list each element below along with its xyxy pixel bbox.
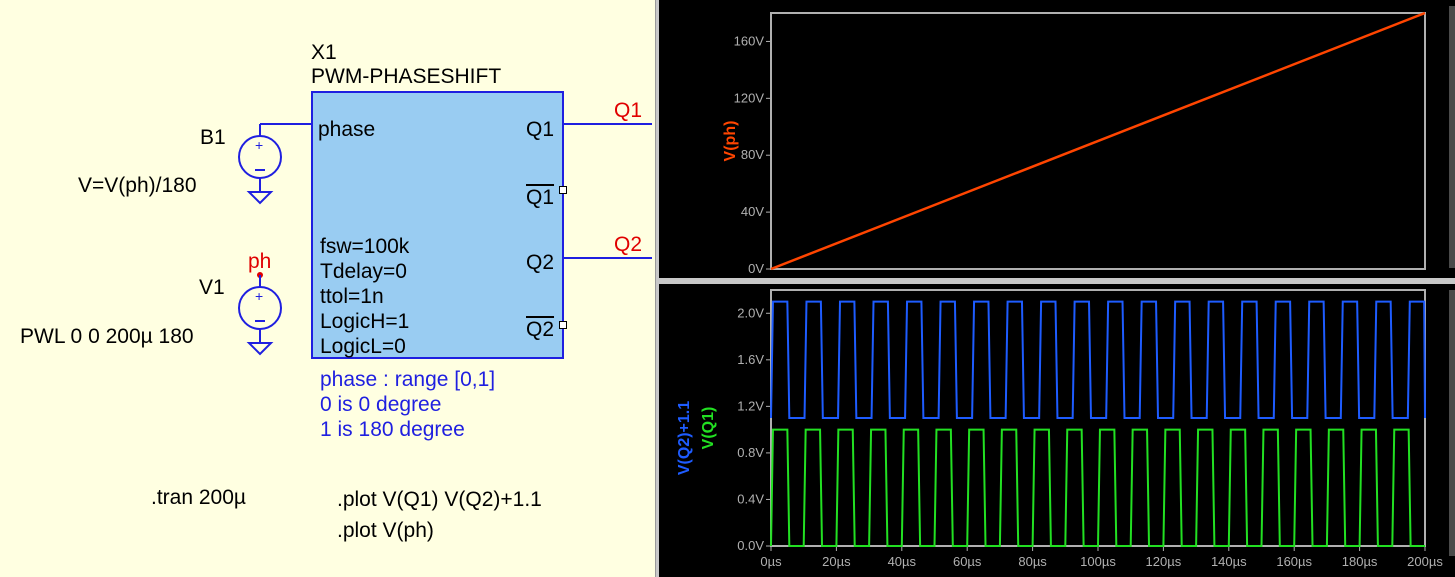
y-tick-label: 120V xyxy=(734,90,765,105)
param-logicl: LogicL=0 xyxy=(320,335,406,358)
block-ref-label: X1 xyxy=(311,41,337,64)
pin-q1-label: Q1 xyxy=(526,118,555,141)
param-logich: LogicH=1 xyxy=(320,310,410,333)
q2bar-pin-icon[interactable] xyxy=(559,321,567,329)
pin-q2-label: Q2 xyxy=(526,251,555,274)
plot-frame-1 xyxy=(770,12,1426,270)
pin-q1bar-label: Q1 xyxy=(526,186,555,209)
x-tick-label: 120µs xyxy=(1146,554,1182,569)
net-label-ph[interactable]: ph xyxy=(248,250,272,273)
x-tick-label: 160µs xyxy=(1276,554,1312,569)
x-tick-label: 80µs xyxy=(1018,554,1047,569)
note-zero-degree[interactable]: 0 is 0 degree xyxy=(320,393,442,416)
y-tick-label: 1.6V xyxy=(737,352,764,367)
pin-phase-label: phase xyxy=(318,118,376,141)
param-fsw: fsw=100k xyxy=(320,235,410,258)
y-tick-label: 0.0V xyxy=(737,538,764,553)
note-180-degree[interactable]: 1 is 180 degree xyxy=(320,418,465,441)
x-tick-label: 0µs xyxy=(760,554,782,569)
v1-name[interactable]: V1 xyxy=(199,276,225,299)
x-tick-label: 40µs xyxy=(888,554,917,569)
series-vq2-legend: V(Q2)+1.1 xyxy=(676,401,693,475)
waveform-viewer[interactable]: 0V 40V 80V 120V 160V V(ph) 0.0V 0.4V 0.8V 1.2V 1.… xyxy=(659,0,1455,577)
x-tick-label: 180µs xyxy=(1342,554,1378,569)
block-name-label: PWM-PHASESHIFT xyxy=(311,65,502,88)
q1bar-pin-icon[interactable] xyxy=(559,186,567,194)
net-label-q1[interactable]: Q1 xyxy=(614,99,643,122)
b1-ground-icon xyxy=(246,191,274,205)
y-tick-label: 0.4V xyxy=(737,491,764,506)
y-tick-label: 2.0V xyxy=(737,305,764,320)
v1-value[interactable]: PWL 0 0 200µ 180 xyxy=(20,325,194,348)
y-tick-label: 0.8V xyxy=(737,445,764,460)
series-vq2-line xyxy=(770,300,1426,419)
b1-value[interactable]: V=V(ph)/180 xyxy=(78,174,197,197)
pin-q2bar-label: Q2 xyxy=(526,318,555,341)
svg-text:+: + xyxy=(255,288,263,304)
series-vq1-legend: V(Q1) xyxy=(700,407,717,450)
x-tick-label: 20µs xyxy=(822,554,851,569)
series-vq1-line xyxy=(770,428,1425,547)
y-tick-label: 0V xyxy=(748,261,764,276)
v1-ground-icon xyxy=(246,342,274,356)
x-tick-label: 100µs xyxy=(1080,554,1116,569)
svg-text:+: + xyxy=(255,137,263,153)
pane-divider[interactable] xyxy=(659,278,1455,284)
y-tick-label: 40V xyxy=(741,204,764,219)
b1-name[interactable]: B1 xyxy=(200,126,226,149)
note-phase-range[interactable]: phase : range [0,1] xyxy=(320,368,496,391)
y-tick-label: 80V xyxy=(741,147,764,162)
schematic-wires: + + xyxy=(238,123,652,356)
plot-pane-q[interactable]: 0.0V 0.4V 0.8V 1.2V 1.6V 2.0V 0µs 20µs 40µs 60µs 8… xyxy=(659,284,1455,577)
directive-tran[interactable]: .tran 200µ xyxy=(151,486,246,509)
pane2-scrollbar[interactable] xyxy=(1449,290,1455,556)
x-tick-label: 200µs xyxy=(1407,554,1443,569)
net-label-q2[interactable]: Q2 xyxy=(614,233,643,256)
param-ttol: ttol=1n xyxy=(320,285,384,308)
x-tick-label: 60µs xyxy=(953,554,982,569)
pane1-scrollbar[interactable] xyxy=(1449,6,1455,268)
directive-plot-q[interactable]: .plot V(Q1) V(Q2)+1.1 xyxy=(337,488,542,511)
series-vph-line xyxy=(770,11,1426,271)
schematic-editor[interactable]: + + X1 PWM-PHASESHIFT phase Q1 Q1 Q2 Q2 … xyxy=(0,0,656,577)
param-tdelay: Tdelay=0 xyxy=(320,260,407,283)
y-tick-label: 160V xyxy=(734,33,765,48)
series-vph-legend: V(ph) xyxy=(722,121,739,162)
y-tick-label: 1.2V xyxy=(737,398,764,413)
plot-pane-vph[interactable]: 0V 40V 80V 120V 160V V(ph) xyxy=(659,0,1455,278)
pwm-phaseshift-block[interactable]: phase Q1 Q1 Q2 Q2 fsw=100k Tdelay=0 ttol… xyxy=(311,91,564,359)
x-tick-label: 140µs xyxy=(1211,554,1247,569)
directive-plot-ph[interactable]: .plot V(ph) xyxy=(337,519,434,542)
